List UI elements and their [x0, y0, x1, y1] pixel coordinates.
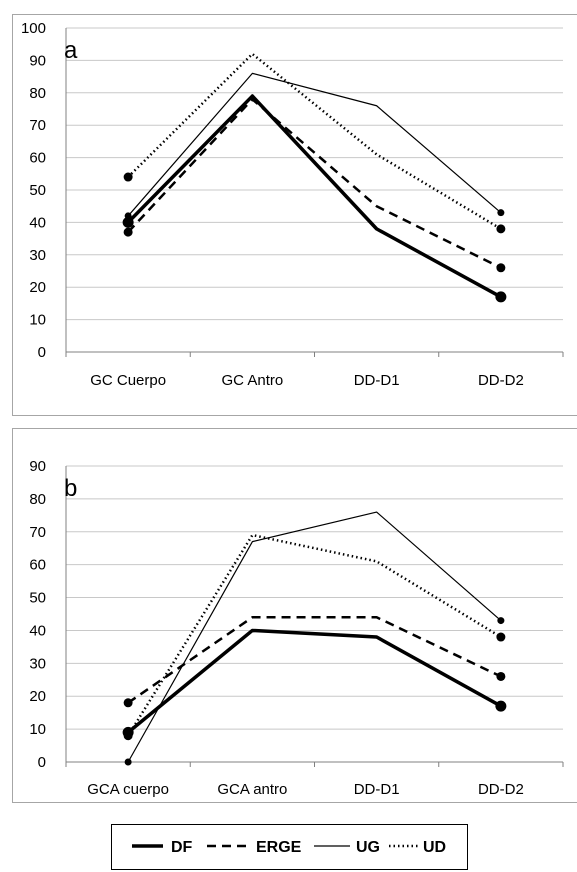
- y-tick-label: 60: [29, 150, 46, 167]
- y-tick-label: 70: [29, 117, 46, 134]
- y-tick-label: 0: [38, 344, 46, 361]
- y-tick-label: 90: [29, 52, 46, 69]
- y-tick-label: 30: [29, 655, 46, 672]
- legend-label-ud: UD: [423, 839, 446, 856]
- x-tick-label: GCA antro: [217, 781, 287, 798]
- legend-label-ug: UG: [356, 839, 380, 856]
- panel-label: a: [64, 37, 78, 64]
- y-tick-label: 80: [29, 85, 46, 102]
- y-tick-label: 20: [29, 279, 46, 296]
- x-tick-label: DD-D1: [354, 781, 400, 798]
- data-point-erge: [496, 671, 506, 681]
- data-point-erge: [496, 263, 506, 273]
- y-tick-label: 90: [29, 458, 46, 475]
- x-tick-label: GCA cuerpo: [87, 781, 169, 798]
- y-tick-label: 60: [29, 557, 46, 574]
- x-tick-label: DD-D2: [478, 781, 524, 798]
- series-line-ug: [127, 72, 502, 217]
- data-point-ud: [123, 172, 133, 182]
- chart-panel-b-frame: [12, 428, 577, 803]
- x-tick-label: GC Cuerpo: [90, 372, 166, 389]
- y-tick-label: 10: [29, 312, 46, 329]
- x-tick-label: GC Antro: [222, 372, 284, 389]
- series-line-erge: [127, 616, 502, 704]
- y-tick-label: 0: [38, 754, 46, 771]
- y-tick-label: 40: [29, 622, 46, 639]
- x-tick-label: DD-D2: [478, 372, 524, 389]
- series-line-ud: [127, 533, 502, 737]
- data-point-ud: [123, 731, 133, 741]
- legend-group: DF ERGE UG UD: [132, 839, 446, 856]
- legend-label-df: DF: [171, 839, 193, 856]
- y-tick-label: 40: [29, 214, 46, 231]
- data-point-ud: [496, 632, 506, 642]
- y-tick-label: 20: [29, 688, 46, 705]
- series-line-df: [126, 94, 502, 299]
- x-tick-label: DD-D1: [354, 372, 400, 389]
- panel-label: b: [64, 475, 77, 502]
- y-tick-label: 30: [29, 247, 46, 264]
- series-line-ug: [127, 511, 502, 763]
- series-line-erge: [127, 98, 502, 269]
- y-tick-label: 80: [29, 491, 46, 508]
- data-point-df: [122, 216, 134, 228]
- data-point-df: [495, 700, 507, 712]
- series-line-df: [127, 628, 502, 734]
- legend-label-erge: ERGE: [256, 839, 302, 856]
- data-point-ug: [497, 617, 505, 625]
- y-tick-label: 10: [29, 721, 46, 738]
- chart-a: 0 10 20 30 40 50 60 70 80 90 100 GC Cuerpo GC Antro D…: [21, 20, 564, 389]
- data-point-ug: [124, 212, 132, 220]
- chart-b: 0 10 20 30 40 50 60 70 80 90 GCA cuerpo GCA antro DD…: [29, 458, 564, 798]
- data-point-erge: [123, 698, 133, 708]
- data-point-df: [495, 291, 507, 303]
- data-point-ug: [124, 758, 132, 766]
- y-tick-label: 100: [21, 20, 46, 37]
- chart-panel-a-frame: [12, 14, 577, 416]
- data-point-ud: [496, 224, 506, 234]
- y-tick-label: 50: [29, 590, 46, 607]
- y-tick-label: 50: [29, 182, 46, 199]
- data-point-erge: [123, 227, 133, 237]
- data-point-ug: [497, 209, 505, 217]
- y-tick-label: 70: [29, 524, 46, 541]
